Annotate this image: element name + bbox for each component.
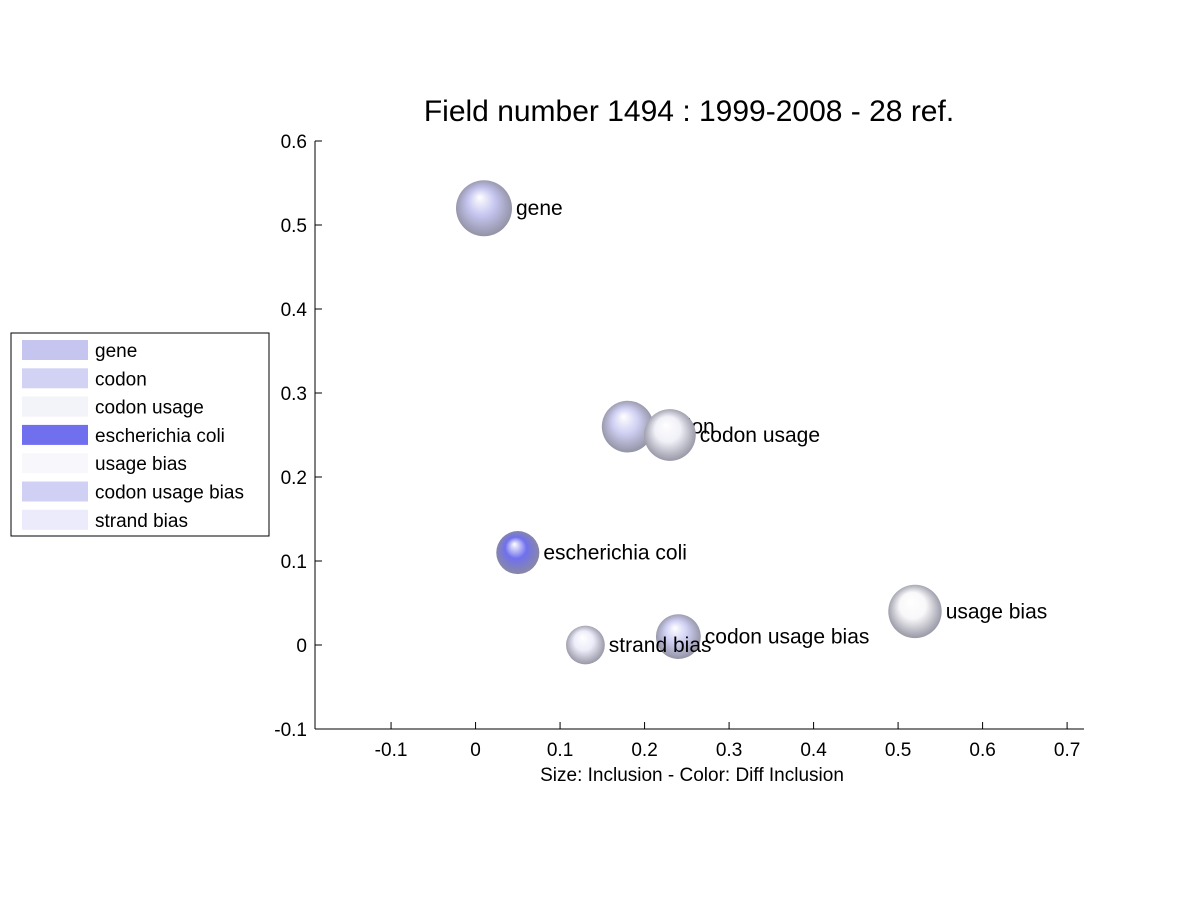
- data-point: codon usage: [644, 409, 820, 461]
- x-axis-label: Size: Inclusion - Color: Diff Inclusion: [540, 765, 844, 786]
- legend-swatch: [22, 509, 88, 530]
- point-label: usage bias: [946, 600, 1048, 623]
- legend-label: escherichia coli: [95, 426, 225, 447]
- legend-label: codon usage: [95, 398, 204, 419]
- bubble-marker: [456, 180, 513, 237]
- x-tick-label: 0.3: [716, 740, 742, 761]
- y-tick-label: 0.6: [281, 132, 307, 153]
- y-tick-label: 0.4: [281, 300, 308, 321]
- legend-swatch: [22, 396, 88, 417]
- legend-entry: strand bias: [22, 509, 188, 532]
- y-tick-label: 0.3: [281, 384, 307, 405]
- legend-label: codon: [95, 369, 147, 390]
- bubble-marker: [566, 625, 605, 665]
- legend-entry: codon usage bias: [22, 481, 244, 504]
- x-tick-label: 0.1: [547, 740, 573, 761]
- legend: gene codon codon usage escherichia coli usag…: [10, 332, 270, 537]
- legend-entry: codon: [22, 368, 147, 390]
- bubble-marker: [655, 614, 701, 659]
- y-tick-label: 0.1: [281, 552, 307, 573]
- legend-entry: usage bias: [22, 453, 187, 475]
- point-label: escherichia coli: [543, 542, 687, 565]
- legend-swatch: [22, 453, 88, 474]
- x-tick-label: -0.1: [375, 740, 408, 761]
- x-tick-label: 0.6: [969, 740, 995, 761]
- legend-swatch: [22, 340, 88, 360]
- x-tick-label: 0.2: [631, 740, 657, 761]
- data-point: escherichia coli: [496, 531, 687, 575]
- x-tick-label: 0.5: [885, 740, 911, 761]
- bubble-marker: [601, 400, 654, 453]
- legend-entry: escherichia coli: [22, 424, 225, 447]
- bubble-marker: [888, 584, 942, 639]
- legend-swatch: [22, 368, 88, 389]
- y-tick-label: 0.2: [281, 468, 307, 489]
- legend-label: strand bias: [95, 511, 188, 532]
- legend-entry: gene: [22, 340, 137, 362]
- legend-label: gene: [95, 341, 137, 362]
- legend-label: usage bias: [95, 454, 187, 475]
- bubble-marker: [496, 531, 540, 575]
- x-tick-label: 0.4: [800, 740, 827, 761]
- bubble-marker: [644, 409, 696, 461]
- data-point: usage bias: [888, 584, 1048, 639]
- legend-swatch: [22, 424, 88, 445]
- data-point: codon usage bias: [655, 614, 870, 659]
- point-label: strand bias: [609, 634, 712, 657]
- chart-title: Field number 1494 : 1999-2008 - 28 ref.: [424, 95, 954, 128]
- legend-label: codon usage bias: [95, 483, 244, 504]
- y-tick-label: 0: [296, 636, 307, 657]
- data-point: gene: [456, 180, 563, 237]
- legend-swatch: [22, 481, 88, 502]
- y-tick-label: 0.5: [281, 216, 307, 237]
- point-label: codon usage: [700, 424, 820, 447]
- point-label: gene: [516, 197, 563, 220]
- point-label: codon usage bias: [705, 626, 870, 649]
- y-tick-label: -0.1: [274, 720, 307, 741]
- data-point: strand bias: [566, 625, 712, 665]
- x-tick-label: 0: [470, 740, 481, 761]
- x-tick-label: 0.7: [1054, 740, 1080, 761]
- legend-entry: codon usage: [22, 396, 204, 419]
- axes: -0.1 0 0.1 0.2 0.3 0.4 0.5 0.6 0.7 -0.1 0 0.1 0.2 0.3…: [274, 132, 1084, 761]
